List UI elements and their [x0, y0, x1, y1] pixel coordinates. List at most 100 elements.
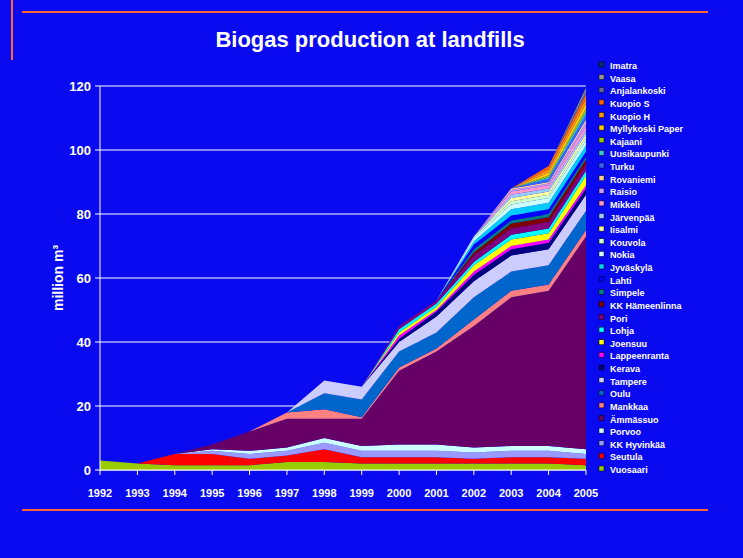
legend-label: KK Hyvinkää	[610, 440, 666, 450]
area	[100, 88, 586, 464]
legend-label: Imatra	[610, 61, 638, 71]
legend-swatch	[599, 264, 604, 269]
legend-label: Vaasa	[610, 74, 637, 84]
legend-swatch	[599, 453, 604, 458]
area	[100, 108, 586, 463]
y-tick-label: 100	[69, 143, 91, 158]
legend-swatch	[599, 100, 604, 105]
legend-swatch	[599, 289, 604, 294]
x-tick-label: 1995	[200, 487, 224, 499]
y-tick-label: 0	[84, 463, 91, 478]
area	[100, 86, 586, 464]
legend-swatch	[599, 176, 604, 181]
x-tick-label: 2003	[499, 487, 523, 499]
x-tick	[174, 470, 175, 475]
legend-swatch	[599, 378, 604, 383]
tick-mark	[95, 214, 100, 215]
x-tick	[212, 470, 213, 475]
area	[100, 115, 586, 464]
x-tick-label: 1994	[163, 487, 188, 499]
legend-label: Raisio	[610, 187, 638, 197]
x-tick-label: 2002	[462, 487, 486, 499]
legend-swatch	[599, 416, 604, 421]
x-tick-label: 1997	[275, 487, 299, 499]
area	[100, 131, 586, 464]
tick-mark	[95, 406, 100, 407]
legend-swatch	[599, 113, 604, 118]
legend-label: Joensuu	[610, 339, 647, 349]
legend-label: Nokia	[610, 250, 636, 260]
legend-label: Oulu	[610, 389, 631, 399]
tick-mark	[95, 86, 100, 87]
legend-label: Uusikaupunki	[610, 149, 669, 159]
decor-line	[22, 11, 708, 13]
legend-swatch	[599, 327, 604, 332]
x-tick	[436, 470, 437, 475]
x-tick-label: 1992	[88, 487, 112, 499]
y-axis	[100, 86, 101, 470]
areas	[100, 86, 586, 470]
area	[100, 126, 586, 464]
area	[100, 134, 586, 464]
legend-label: Ämmässuo	[610, 415, 659, 425]
y-tick-label: 80	[77, 207, 91, 222]
legend-swatch	[599, 226, 604, 231]
legend-label: Mikkeli	[610, 200, 640, 210]
legend-label: Myllykoski Paper	[610, 124, 684, 134]
legend-swatch	[599, 251, 604, 256]
y-tick-label: 60	[77, 271, 91, 286]
legend-swatch	[599, 441, 604, 446]
x-tick	[473, 470, 474, 475]
legend-swatch	[599, 365, 604, 370]
grid-line	[100, 86, 586, 87]
legend-swatch	[599, 87, 604, 92]
legend-swatch	[599, 466, 604, 471]
x-tick	[548, 470, 549, 475]
legend-label: Tampere	[610, 377, 647, 387]
x-tick-label: 1999	[349, 487, 373, 499]
legend-label: Lappeenranta	[610, 351, 670, 361]
legend-swatch	[599, 403, 604, 408]
legend-label: Porvoo	[610, 427, 642, 437]
legend-swatch	[599, 428, 604, 433]
x-tick	[249, 470, 250, 475]
tick-mark	[95, 470, 100, 471]
y-axis-label: million m³	[50, 245, 66, 311]
legend-swatch	[599, 201, 604, 206]
x-tick-label: 2001	[424, 487, 448, 499]
y-tick-label: 20	[77, 399, 91, 414]
tick-mark	[95, 278, 100, 279]
x-tick	[586, 470, 587, 475]
legend-label: Seutula	[610, 452, 644, 462]
legend-label: Anjalankoski	[610, 86, 666, 96]
x-tick	[361, 470, 362, 475]
grid-line	[100, 470, 586, 471]
legend-swatch	[599, 150, 604, 155]
legend-swatch	[599, 125, 604, 130]
legend-swatch	[599, 62, 604, 67]
legend-label: Iisalmi	[610, 225, 638, 235]
x-tick-label: 1996	[237, 487, 261, 499]
grid-line	[100, 150, 586, 151]
area	[100, 91, 586, 464]
title: Biogas production at landfills	[215, 27, 524, 52]
x-tick-label: 1993	[125, 487, 149, 499]
legend-label: Mankkaa	[610, 402, 649, 412]
x-tick	[511, 470, 512, 475]
legend-swatch	[599, 188, 604, 193]
legend-label: Kouvola	[610, 238, 646, 248]
area	[100, 120, 586, 464]
area	[100, 104, 586, 464]
legend-swatch	[599, 302, 604, 307]
legend-label: Rovaniemi	[610, 175, 656, 185]
area	[100, 123, 586, 464]
legend-label: Turku	[610, 162, 634, 172]
legend-label: Järvenpää	[610, 213, 656, 223]
legend-label: KK Hämeenlinna	[610, 301, 683, 311]
x-tick	[286, 470, 287, 475]
legend-label: Kuopio S	[610, 99, 650, 109]
legend-label: Lohja	[610, 326, 635, 336]
decor-line	[11, 0, 13, 60]
legend-swatch	[599, 340, 604, 345]
x-tick-label: 2004	[536, 487, 561, 499]
